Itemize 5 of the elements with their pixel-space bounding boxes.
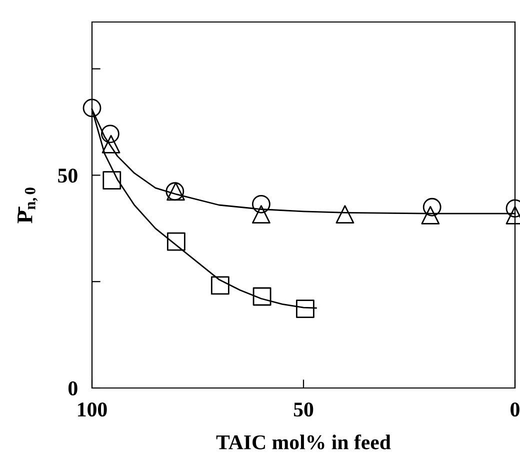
x-axis-title: TAIC mol% in feed: [216, 434, 391, 450]
x-tick-label: 100: [78, 402, 107, 417]
x-tick-label: 50: [294, 402, 314, 417]
x-tick-label: 0: [510, 402, 520, 417]
y-axis-title: P̄$_{n,0}$: [18, 188, 38, 224]
